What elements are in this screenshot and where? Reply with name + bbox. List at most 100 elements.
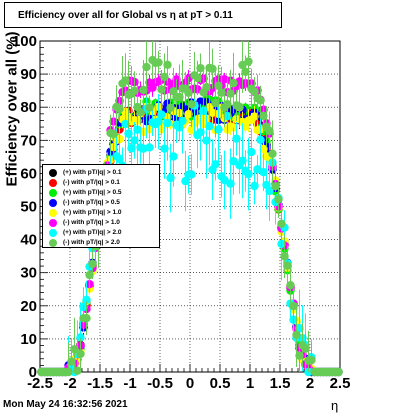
data-point	[256, 135, 265, 144]
legend: (+) with pT/|q| > 0.1 (-) with pT/|q| > 0…	[42, 164, 160, 248]
data-point	[82, 314, 91, 323]
data-point	[133, 125, 142, 134]
data-point	[226, 89, 235, 98]
data-point	[259, 144, 268, 154]
data-point	[181, 176, 190, 186]
x-tick-label: 0.5	[210, 375, 231, 392]
legend-label: (-) with pT/|q| > 0.5	[63, 199, 120, 206]
y-tick-label: 30	[20, 265, 37, 282]
data-point	[271, 182, 280, 191]
data-point	[244, 57, 253, 66]
data-point	[157, 85, 166, 94]
data-point	[238, 156, 247, 165]
data-point	[124, 129, 133, 138]
legend-entry: (+) with pT/|q| > 0.5	[45, 188, 159, 198]
x-tick-label: 2.5	[330, 375, 351, 392]
data-point	[283, 261, 292, 270]
data-point	[211, 160, 220, 169]
data-point	[229, 156, 238, 166]
data-point	[241, 67, 250, 76]
y-tick-label: 70	[20, 132, 37, 149]
legend-marker	[49, 199, 57, 207]
data-point	[196, 128, 205, 137]
data-point	[220, 175, 229, 185]
legend-entry: (-) with pT/|q| > 0.1	[45, 178, 159, 188]
data-point	[73, 366, 82, 375]
data-point	[226, 179, 235, 188]
legend-marker	[49, 189, 57, 197]
legend-entry: (-) with pT/|q| > 0.5	[45, 198, 159, 208]
data-point	[259, 167, 268, 177]
data-point	[121, 76, 130, 85]
legend-marker	[49, 209, 57, 217]
data-point	[163, 60, 172, 70]
x-tick-label: 1	[246, 375, 254, 392]
data-point	[76, 333, 85, 342]
data-point	[307, 355, 316, 365]
data-point	[280, 252, 289, 261]
legend-marker	[49, 219, 57, 227]
data-point	[232, 134, 241, 143]
y-tick-label: 80	[20, 99, 37, 116]
data-point	[274, 195, 283, 204]
timestamp: Mon May 24 16:32:56 2021	[3, 399, 128, 410]
data-point	[187, 99, 196, 109]
y-tick-label: 100	[12, 33, 37, 50]
y-tick-label: 50	[20, 199, 37, 216]
data-point	[154, 58, 163, 67]
data-point	[139, 85, 148, 95]
data-point	[166, 173, 175, 183]
data-point	[196, 63, 205, 73]
data-point	[250, 181, 259, 191]
data-point	[211, 98, 220, 108]
data-point	[130, 86, 139, 96]
data-point	[154, 117, 163, 126]
data-point	[163, 118, 172, 128]
y-tick-label: 0	[29, 364, 37, 381]
data-point	[265, 186, 274, 196]
data-point	[169, 152, 178, 161]
legend-marker	[49, 229, 57, 237]
data-point	[295, 351, 304, 360]
y-axis-label: Efficiency over all (%)	[3, 31, 21, 187]
legend-label: (+) with pT/|q| > 1.0	[63, 209, 122, 216]
data-point	[214, 125, 223, 134]
data-point	[250, 87, 259, 96]
data-point	[235, 102, 244, 111]
data-point	[295, 324, 304, 333]
data-point	[259, 111, 268, 121]
legend-label: (+) with pT/|q| > 0.5	[63, 189, 122, 196]
data-point	[85, 270, 94, 280]
data-point	[178, 116, 187, 126]
data-point	[157, 110, 166, 119]
legend-entry: (+) with pT/|q| > 2.0	[45, 228, 159, 238]
data-point	[130, 136, 139, 145]
data-point	[160, 72, 169, 82]
data-point	[82, 295, 91, 305]
x-axis-label: η	[331, 398, 339, 413]
data-point	[127, 144, 136, 153]
x-tick-label: 0	[186, 375, 194, 392]
data-point	[334, 367, 343, 377]
data-point	[265, 126, 274, 136]
x-tick-label: -2.5	[27, 375, 53, 392]
data-point	[277, 219, 286, 228]
data-point	[193, 73, 202, 83]
legend-marker	[49, 179, 57, 187]
data-point	[244, 169, 253, 179]
y-tick-label: 60	[20, 165, 37, 182]
data-point	[160, 144, 169, 153]
legend-label: (-) with pT/|q| > 1.0	[63, 219, 120, 226]
data-point	[196, 97, 205, 106]
data-point	[67, 357, 76, 366]
title-box: Efficiency over all for Global vs η at p…	[4, 2, 282, 28]
data-point	[115, 104, 124, 113]
legend-entry: (-) with pT/|q| > 1.0	[45, 218, 159, 228]
y-tick-label: 40	[20, 232, 37, 249]
chart-title: Efficiency over all for Global vs η at p…	[18, 10, 233, 21]
legend-label: (-) with pT/|q| > 0.1	[63, 179, 120, 186]
data-point	[217, 88, 226, 97]
data-point	[175, 92, 184, 102]
x-tick-label: -1.5	[87, 375, 113, 392]
legend-entry: (+) with pT/|q| > 1.0	[45, 208, 159, 218]
